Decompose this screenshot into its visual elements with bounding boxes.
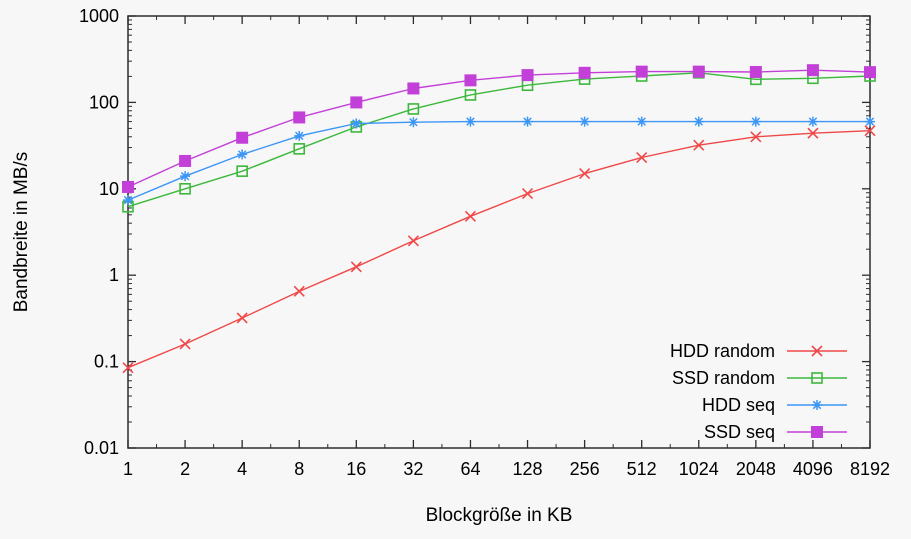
series-hdd-random-marker [636, 151, 648, 164]
series-hdd-seq-marker [522, 116, 533, 127]
series-hdd-random-marker [236, 312, 248, 324]
series-ssd-random-line [127, 72, 871, 208]
series-hdd-seq-marker [237, 149, 248, 160]
series-hdd-random-marker [293, 285, 305, 297]
legend-marker-ssd-seq [811, 426, 823, 438]
series-ssd-random-marker [179, 183, 191, 195]
x-tick-label: 2048 [736, 459, 776, 479]
series-ssd-random-marker [407, 103, 420, 115]
series-ssd-random-marker [464, 89, 477, 101]
series-ssd-seq-marker [635, 65, 648, 78]
legend-marker-ssd-random [811, 372, 823, 384]
x-tick-label: 8192 [850, 459, 890, 479]
series-hdd-seq-marker [807, 116, 818, 127]
x-tick-label: 32 [403, 459, 423, 479]
y-tick-label: 1 [109, 265, 119, 285]
y-tick-label: 0.1 [94, 352, 119, 372]
x-tick-label: 4096 [793, 459, 833, 479]
series-hdd-seq-marker [579, 116, 590, 127]
series-ssd-seq-marker [692, 65, 705, 78]
series-hdd-seq-marker [408, 117, 419, 128]
series-ssd-seq-marker [578, 66, 591, 79]
series-hdd-seq-marker [865, 116, 875, 127]
series-hdd-random-marker [807, 127, 819, 139]
series-hdd-seq-marker [294, 130, 305, 141]
x-tick-label: 2 [180, 459, 190, 479]
series-hdd-random-line [127, 130, 871, 369]
legend-label-hdd-random: HDD random [670, 341, 775, 361]
series-ssd-seq-marker [864, 66, 876, 79]
series-hdd-seq-marker [693, 116, 704, 127]
x-tick-label: 4 [237, 459, 247, 479]
series-ssd-random-marker [236, 165, 248, 177]
series-hdd-seq-line [127, 120, 870, 201]
series-ssd-seq-marker [521, 69, 534, 82]
x-tick-label: 1024 [679, 459, 719, 479]
series-hdd-seq-marker [465, 116, 476, 127]
series-ssd-seq-marker [179, 154, 192, 167]
series-hdd-random-marker [521, 188, 534, 200]
series-hdd-random-marker [122, 362, 134, 374]
series-hdd-seq-marker [351, 118, 362, 129]
series-ssd-seq-marker [407, 82, 420, 95]
series-hdd-seq-marker [636, 116, 647, 127]
series-ssd-random-marker [293, 143, 306, 155]
series-ssd-seq-marker [293, 111, 306, 124]
series-hdd-seq-marker [123, 195, 133, 206]
series-hdd-random-marker [464, 210, 477, 222]
x-tick-label: 128 [513, 459, 543, 479]
y-tick-label: 100 [89, 92, 119, 112]
legend-label-ssd-random: SSD random [672, 368, 775, 388]
y-tick-label: 0.01 [84, 438, 119, 458]
series-hdd-random-marker [750, 131, 762, 143]
legend-label-hdd-seq: HDD seq [702, 395, 775, 415]
x-tick-label: 256 [570, 459, 600, 479]
series-hdd-random-marker [693, 139, 705, 151]
legend-label-ssd-seq: SSD seq [704, 422, 775, 442]
series-hdd-seq-marker [180, 171, 191, 182]
series-ssd-seq-marker [806, 64, 819, 77]
legend-marker-hdd-random [811, 345, 823, 357]
series-hdd-random-marker [179, 338, 191, 350]
series-ssd-seq-marker [464, 74, 477, 87]
x-tick-label: 1 [123, 459, 133, 479]
series-ssd-seq-marker [350, 96, 363, 109]
series-hdd-seq-marker [750, 116, 761, 127]
x-tick-label: 512 [627, 459, 657, 479]
y-axis-title: Bandbreite in MB/s [11, 152, 32, 313]
series-hdd-random-marker [407, 235, 419, 247]
x-tick-label: 16 [346, 459, 366, 479]
x-axis-title: Blockgröße in KB [426, 505, 573, 526]
series-hdd-random-marker [579, 168, 591, 180]
y-tick-label: 1000 [79, 6, 119, 26]
legend-marker-hdd-seq [812, 400, 822, 410]
series-ssd-seq-marker [236, 131, 249, 144]
series-ssd-seq-marker [122, 180, 134, 193]
series-hdd-random-marker [350, 261, 362, 273]
x-tick-label: 64 [460, 459, 480, 479]
series-ssd-seq-marker [749, 65, 762, 78]
y-tick-label: 10 [99, 179, 119, 199]
series-hdd-random-marker [864, 125, 876, 137]
series-ssd-seq-line [127, 69, 871, 188]
x-tick-label: 8 [294, 459, 304, 479]
